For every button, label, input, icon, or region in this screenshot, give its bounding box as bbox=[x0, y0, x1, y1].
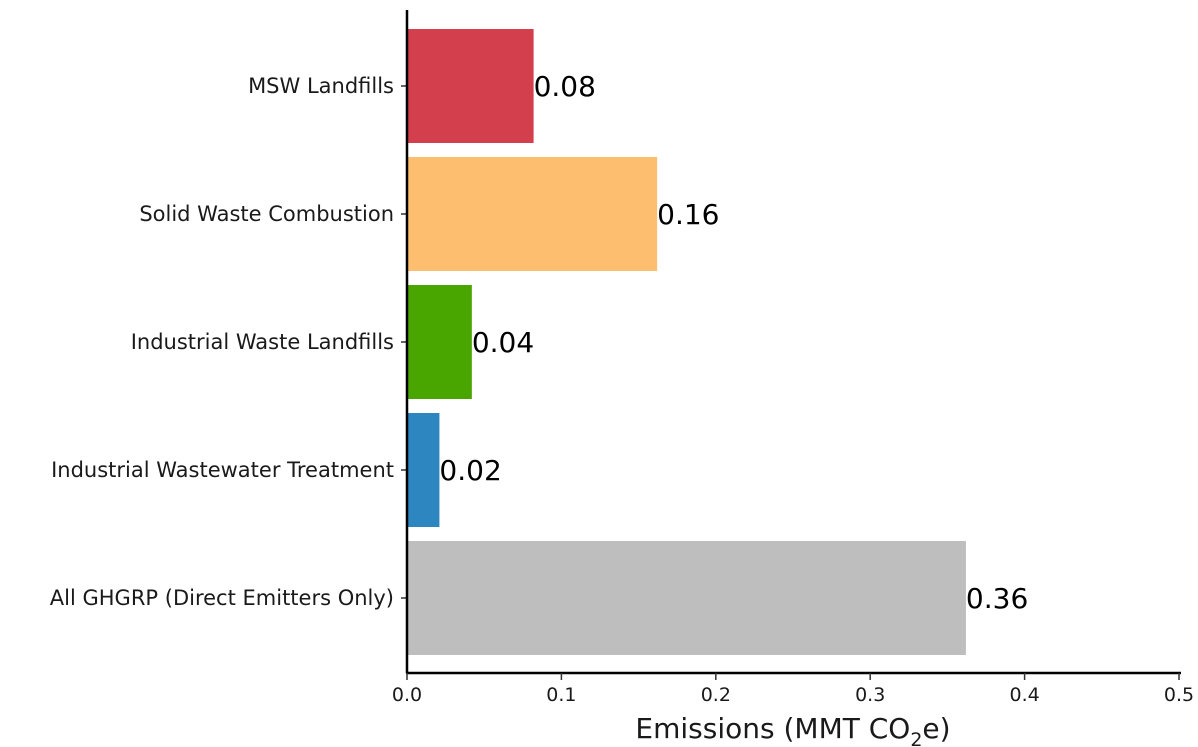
x-tick-label: 0.3 bbox=[855, 684, 885, 706]
x-tick-label: 0.0 bbox=[392, 684, 422, 706]
category-label: MSW Landfills bbox=[248, 74, 394, 98]
category-label: Industrial Waste Landfills bbox=[131, 330, 394, 354]
data-label: 0.36 bbox=[966, 582, 1028, 615]
x-tick-label: 0.4 bbox=[1009, 684, 1039, 706]
data-label: 0.04 bbox=[472, 326, 534, 359]
x-axis-title-subscript: 2 bbox=[910, 729, 922, 747]
data-label: 0.16 bbox=[657, 198, 719, 231]
x-axis-title-prefix: Emissions (MMT CO bbox=[635, 712, 910, 745]
bar bbox=[408, 541, 966, 655]
x-tick-label: 0.2 bbox=[701, 684, 731, 706]
value-labels-group: 0.08 0.16 0.04 0.02 0.36 bbox=[439, 70, 1028, 615]
bars-group bbox=[408, 29, 966, 655]
x-tick-label: 0.5 bbox=[1164, 684, 1194, 706]
x-axis: 0.0 0.1 0.2 0.3 0.4 0.5 bbox=[392, 671, 1194, 706]
bar bbox=[408, 413, 440, 527]
x-tick-label: 0.1 bbox=[546, 684, 576, 706]
data-label: 0.02 bbox=[439, 454, 501, 487]
bar bbox=[408, 285, 472, 399]
data-label: 0.08 bbox=[534, 70, 596, 103]
bar bbox=[408, 29, 534, 143]
category-label: All GHGRP (Direct Emitters Only) bbox=[50, 586, 394, 610]
x-axis-title: Emissions (MMT CO2e) bbox=[635, 712, 950, 747]
category-label: Industrial Wastewater Treatment bbox=[51, 458, 394, 482]
x-axis-title-suffix: e) bbox=[922, 712, 950, 745]
bar bbox=[408, 157, 658, 271]
y-axis: MSW Landfills Solid Waste Combustion Indus… bbox=[50, 10, 409, 673]
category-label: Solid Waste Combustion bbox=[139, 202, 394, 226]
